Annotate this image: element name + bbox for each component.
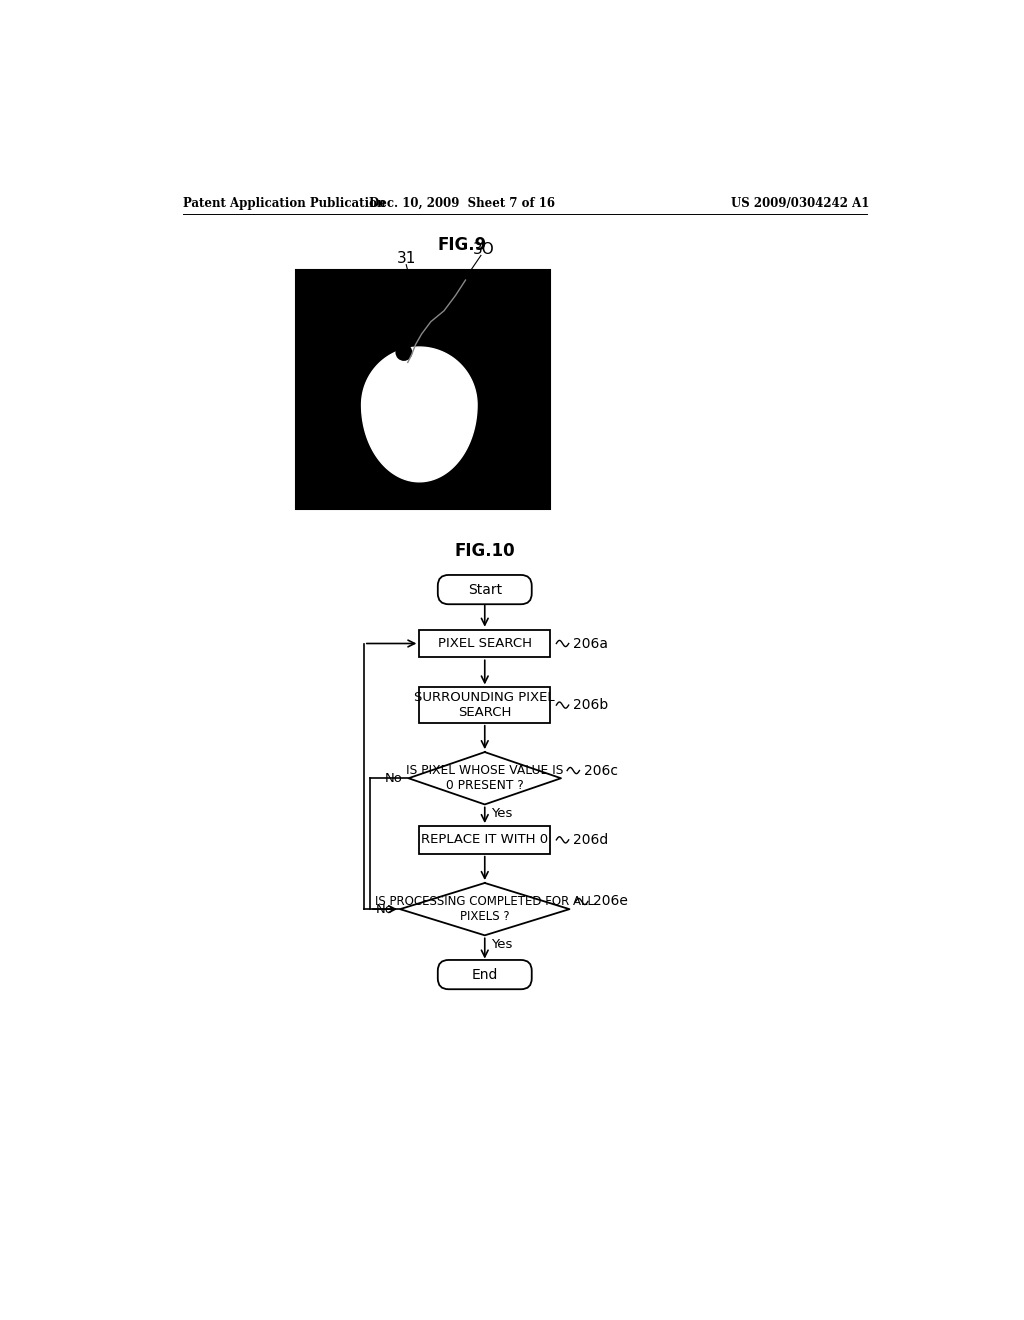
Text: Yes: Yes [490, 939, 512, 952]
Text: Start: Start [468, 582, 502, 597]
FancyBboxPatch shape [438, 960, 531, 989]
Text: No: No [376, 903, 394, 916]
Bar [296, 271, 550, 508]
Text: 31: 31 [396, 251, 416, 267]
Text: No: No [384, 772, 402, 785]
Text: REPLACE IT WITH 0: REPLACE IT WITH 0 [421, 833, 548, 846]
Text: End: End [472, 968, 498, 982]
Text: 3O: 3O [472, 242, 495, 257]
Ellipse shape [395, 345, 413, 360]
Text: FIG.9: FIG.9 [437, 236, 486, 253]
Text: Yes: Yes [490, 807, 512, 820]
Bar [419, 826, 550, 854]
Polygon shape [361, 347, 477, 482]
Text: US 2009/0304242 A1: US 2009/0304242 A1 [731, 197, 869, 210]
Bar [419, 688, 550, 723]
Text: 206d: 206d [573, 833, 608, 847]
FancyBboxPatch shape [438, 576, 531, 605]
Text: IS PIXEL WHOSE VALUE IS
0 PRESENT ?: IS PIXEL WHOSE VALUE IS 0 PRESENT ? [407, 764, 563, 792]
Polygon shape [400, 883, 569, 936]
Text: 206a: 206a [573, 636, 608, 651]
Bar [419, 630, 550, 657]
Text: 206b: 206b [573, 698, 608, 711]
Text: 206c: 206c [584, 763, 618, 777]
Text: Patent Application Publication: Patent Application Publication [183, 197, 385, 210]
Text: SURROUNDING PIXEL
SEARCH: SURROUNDING PIXEL SEARCH [415, 692, 555, 719]
Text: IS PROCESSING COMPLETED FOR ALL
PIXELS ?: IS PROCESSING COMPLETED FOR ALL PIXELS ? [375, 895, 594, 923]
Polygon shape [409, 752, 561, 804]
Text: PIXEL SEARCH: PIXEL SEARCH [438, 638, 531, 649]
Text: Dec. 10, 2009  Sheet 7 of 16: Dec. 10, 2009 Sheet 7 of 16 [369, 197, 555, 210]
Text: 206e: 206e [593, 895, 628, 908]
Text: FIG.10: FIG.10 [455, 543, 515, 560]
